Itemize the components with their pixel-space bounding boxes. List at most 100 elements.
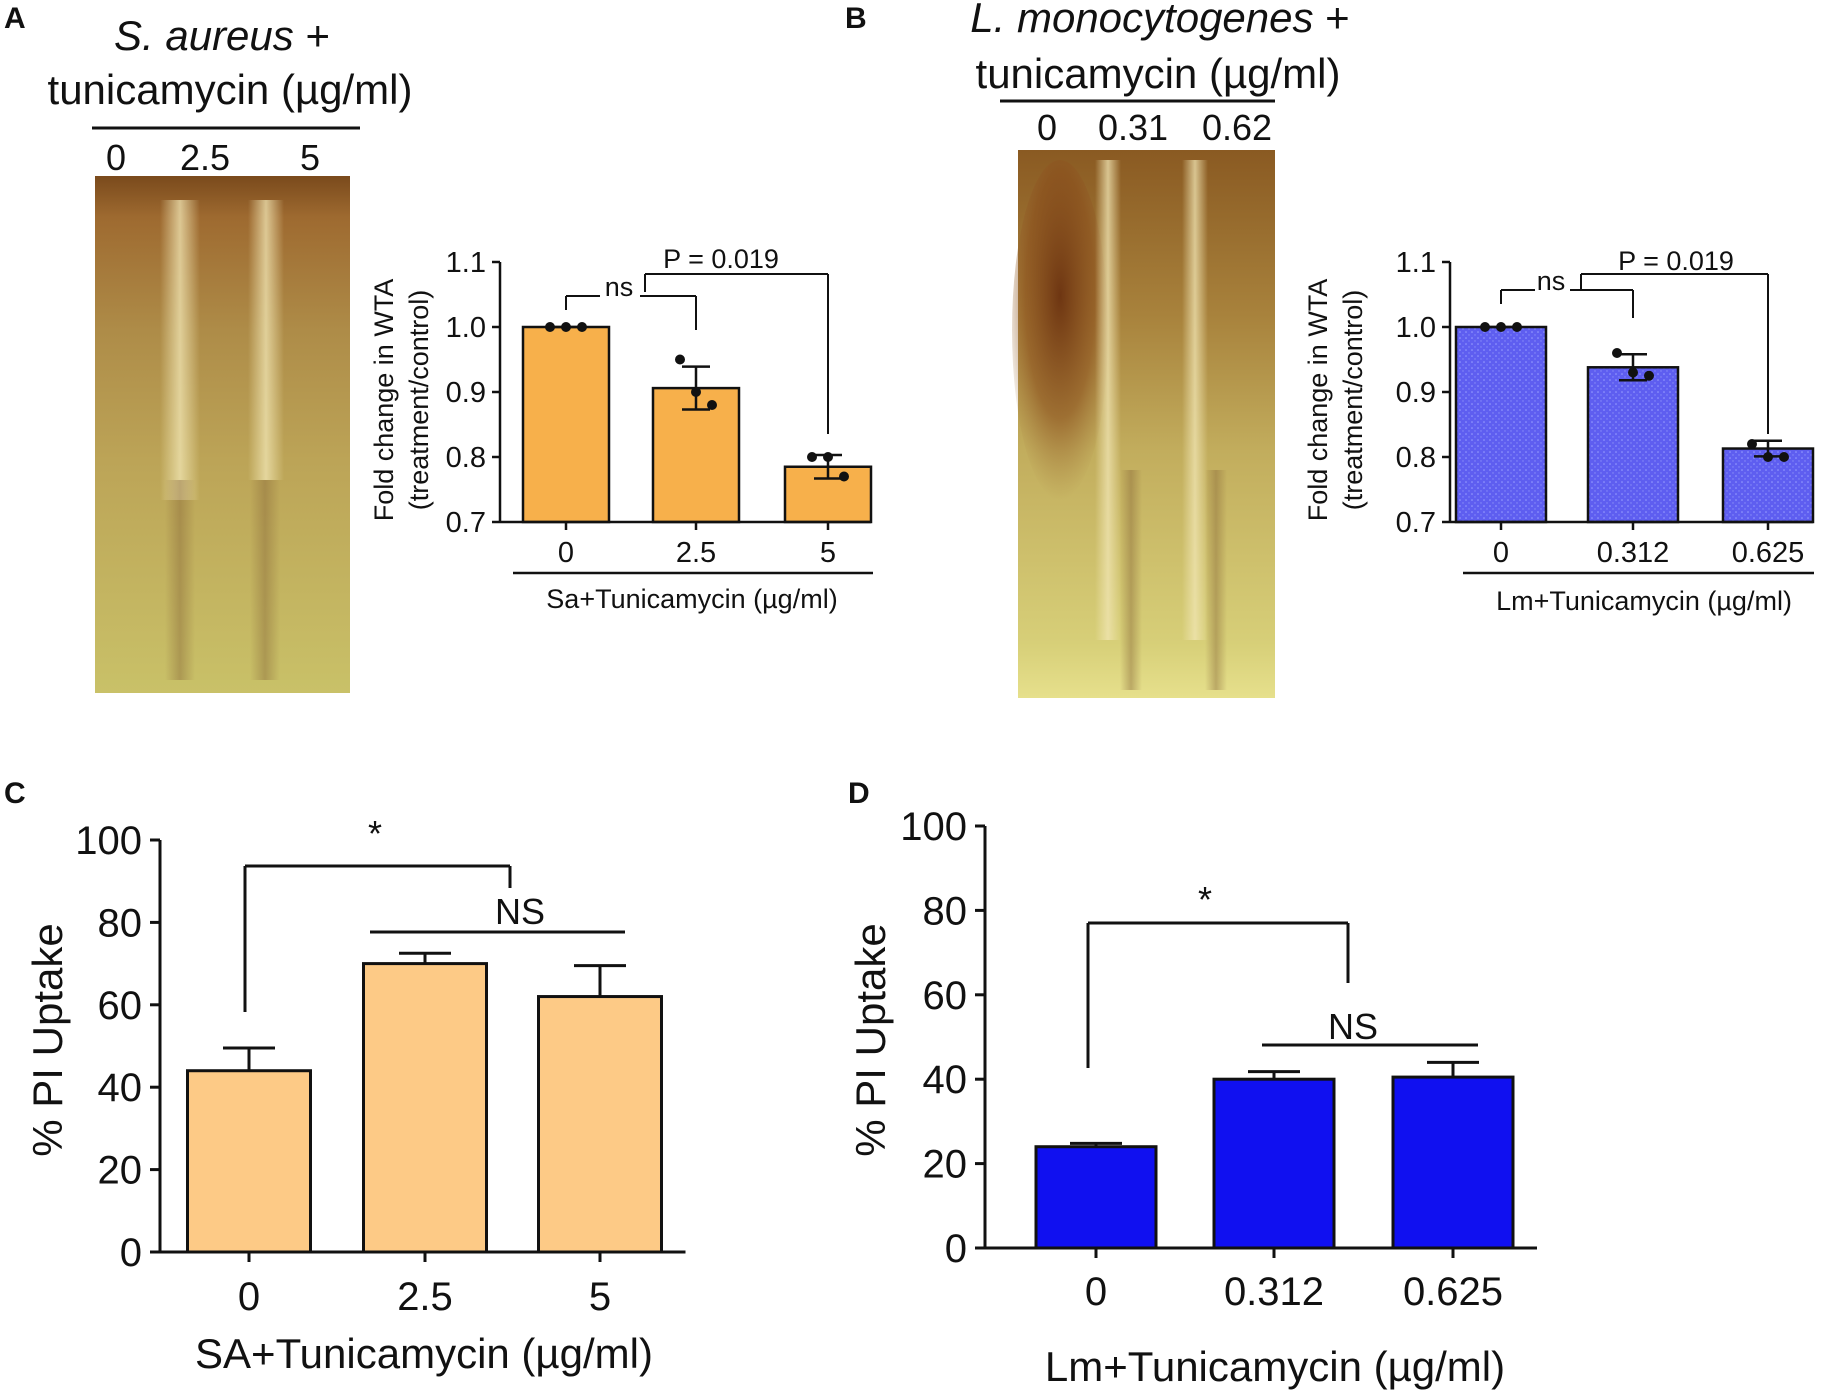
data-point: [1512, 322, 1522, 332]
y-tick-label: 20: [98, 1149, 143, 1193]
gel-a-title-line2: tunicamycin (µg/ml): [48, 66, 413, 113]
y-tick-label: 1.1: [1396, 247, 1436, 279]
pi-uptake-chart-c: C % PI Uptake 0 2.5 5 SA+Tunicamycin (µg…: [4, 777, 686, 1377]
chart-a-annotation-ns: ns: [605, 272, 634, 302]
chart-a-x-tick-label: 5: [820, 537, 836, 569]
y-tick-label: 0: [120, 1231, 142, 1275]
data-point: [707, 400, 717, 410]
data-point: [1628, 367, 1638, 378]
y-tick-label: 40: [98, 1066, 143, 1110]
data-point: [1763, 452, 1773, 462]
y-tick-label: 1.1: [446, 247, 486, 279]
gel-b-title-line1: L. monocytogenes +: [970, 0, 1349, 41]
y-tick-label: 100: [75, 819, 142, 863]
chart-d-xlabel: Lm+Tunicamycin (µg/ml): [1045, 1343, 1505, 1390]
chart-a-xlabel: Sa+Tunicamycin (µg/ml): [546, 584, 837, 614]
bar: [1454, 325, 1548, 524]
chart-a-ylabel-line2: (treatment/control): [404, 290, 434, 511]
chart-c-annotation-star: *: [368, 813, 382, 854]
gel-a-lane-label: 0: [106, 137, 126, 178]
chart-b-ylabel-line2: (treatment/control): [1338, 290, 1368, 511]
data-point: [1480, 322, 1490, 332]
chart-d-x-tick-label: 0.625: [1403, 1270, 1503, 1314]
y-tick-label: 0.8: [446, 442, 486, 474]
y-tick-label: 1.0: [1396, 312, 1436, 344]
panel-letter-d: D: [848, 777, 870, 810]
chart-a-x-tick-label: 0: [558, 537, 574, 569]
y-tick-label: 0.7: [446, 507, 486, 539]
y-tick-label: 0.9: [1396, 377, 1436, 409]
gel-a-image: [95, 176, 350, 693]
bar: [1034, 1145, 1158, 1250]
chart-d-x-tick-label: 0.312: [1224, 1270, 1324, 1314]
data-point: [577, 322, 587, 332]
y-tick-label: 60: [98, 984, 143, 1028]
data-point: [807, 452, 817, 462]
data-point: [561, 322, 571, 332]
gel-b-lane-label: 0: [1037, 107, 1057, 148]
data-point: [1779, 452, 1789, 462]
chart-b-ylabel-line1: Fold change in WTA: [1303, 279, 1333, 522]
y-tick-label: 80: [923, 889, 968, 933]
data-point: [1612, 348, 1622, 358]
y-tick-label: 1.0: [446, 312, 486, 344]
chart-a-x-tick-label: 2.5: [676, 537, 716, 569]
gel-a-lane-label: 5: [300, 137, 320, 178]
data-point: [691, 387, 701, 397]
y-tick-label: 60: [923, 974, 968, 1018]
pi-uptake-chart-d: D % PI Uptake 0 0.312 0.625 Lm+Tunicamyc…: [847, 777, 1537, 1390]
chart-b-annotation-ns: ns: [1537, 266, 1566, 296]
gel-panel-a: A S. aureus + tunicamycin (µg/ml) 0 2.5 …: [4, 2, 412, 693]
bar: [1391, 1075, 1515, 1250]
y-tick-label: 80: [98, 901, 143, 945]
chart-d-x-tick-label: 0: [1085, 1270, 1107, 1314]
bar: [362, 962, 488, 1254]
chart-b-x-tick-label: 0.312: [1597, 537, 1670, 569]
data-point: [1747, 439, 1757, 449]
gel-a-title-line1: S. aureus +: [114, 12, 330, 59]
panel-letter-c: C: [4, 777, 26, 810]
wta-chart-b: Fold change in WTA (treatment/control) 0…: [1303, 246, 1815, 616]
chart-b-x-tick-label: 0.625: [1732, 537, 1805, 569]
bar: [186, 1069, 312, 1254]
bar: [537, 995, 663, 1254]
data-point: [839, 471, 849, 482]
gel-b-title-line2: tunicamycin (µg/ml): [976, 50, 1341, 97]
y-tick-label: 40: [923, 1058, 968, 1102]
bar: [521, 325, 611, 524]
chart-c-annotation-ns: NS: [495, 891, 545, 932]
y-tick-label: 0.7: [1396, 507, 1436, 539]
chart-c-x-tick-label: 5: [589, 1275, 611, 1319]
bar: [1586, 366, 1680, 524]
gel-panel-b: B L. monocytogenes + tunicamycin (µg/ml)…: [845, 0, 1350, 698]
chart-b-annotation-p: P = 0.019: [1618, 246, 1734, 276]
gel-b-lane-label: 0.31: [1098, 107, 1168, 148]
wta-chart-a: Fold change in WTA (treatment/control) 0…: [369, 244, 873, 614]
y-tick-label: 20: [923, 1143, 968, 1187]
chart-c-x-tick-label: 2.5: [397, 1275, 453, 1319]
chart-d-annotation-ns: NS: [1328, 1006, 1378, 1047]
chart-b-x-tick-label: 0: [1493, 537, 1509, 569]
chart-b-xlabel: Lm+Tunicamycin (µg/ml): [1496, 586, 1792, 616]
data-point: [823, 452, 833, 462]
gel-a-lane-label: 2.5: [180, 137, 230, 178]
chart-c-x-tick-label: 0: [238, 1275, 260, 1319]
chart-d-ylabel: % PI Uptake: [847, 923, 894, 1156]
chart-a-ylabel-line1: Fold change in WTA: [369, 279, 399, 522]
data-point: [1644, 370, 1654, 381]
data-point: [1496, 322, 1506, 332]
y-tick-label: 100: [900, 805, 967, 849]
y-tick-label: 0.8: [1396, 442, 1436, 474]
gel-b-lane-label: 0.62: [1202, 107, 1272, 148]
chart-d-annotation-star: *: [1198, 879, 1212, 920]
chart-c-ylabel: % PI Uptake: [24, 923, 71, 1156]
panel-letter-a: A: [4, 2, 26, 35]
chart-a-annotation-p: P = 0.019: [663, 244, 779, 274]
y-tick-label: 0.9: [446, 377, 486, 409]
chart-b-y-axis-title: Fold change in WTA (treatment/control): [1303, 279, 1368, 522]
chart-c-xlabel: SA+Tunicamycin (µg/ml): [195, 1330, 653, 1377]
panel-letter-b: B: [845, 2, 867, 35]
bar: [1212, 1077, 1336, 1250]
chart-a-y-axis-title: Fold change in WTA (treatment/control): [369, 279, 434, 522]
